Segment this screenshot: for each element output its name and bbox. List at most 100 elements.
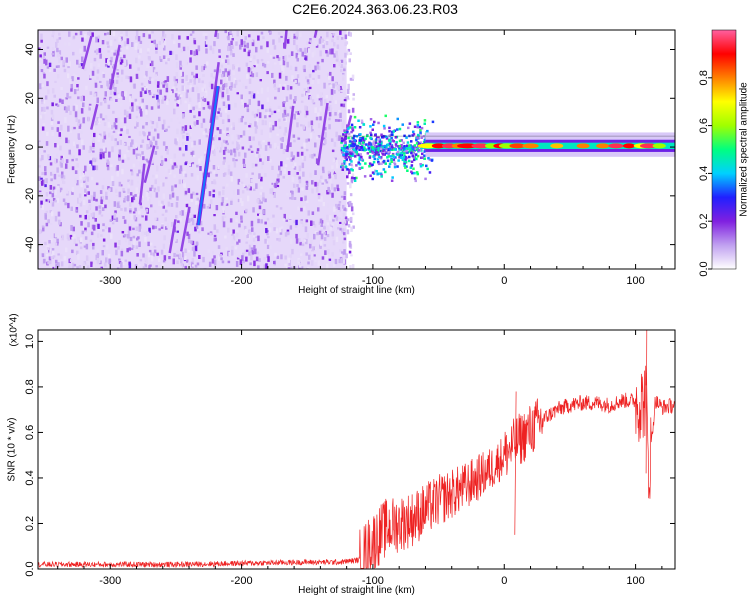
noise-speck bbox=[102, 74, 106, 78]
noise-speck bbox=[118, 49, 122, 52]
signal-cloud bbox=[401, 123, 404, 126]
noise-speck bbox=[164, 57, 168, 61]
noise-speck bbox=[156, 165, 159, 172]
noise-speck bbox=[316, 64, 320, 70]
noise-speck bbox=[137, 155, 140, 161]
noise-speck bbox=[320, 229, 323, 232]
noise-speck bbox=[239, 30, 242, 36]
noise-speck bbox=[107, 162, 110, 166]
noise-speck bbox=[117, 61, 120, 65]
noise-speck bbox=[41, 97, 44, 104]
noise-speck bbox=[176, 103, 179, 107]
noise-speck bbox=[163, 33, 167, 38]
noise-speck bbox=[74, 103, 77, 108]
noise-speck bbox=[299, 205, 302, 209]
noise-speck bbox=[305, 148, 309, 152]
noise-speck bbox=[38, 47, 41, 51]
noise-speck bbox=[83, 45, 86, 52]
noise-speck bbox=[84, 165, 87, 172]
noise-speck bbox=[148, 81, 152, 84]
noise-speck bbox=[141, 151, 144, 155]
noise-speck bbox=[42, 72, 46, 75]
noise-speck bbox=[251, 172, 254, 175]
noise-speck bbox=[166, 60, 170, 64]
noise-speck bbox=[250, 254, 253, 261]
noise-speck bbox=[222, 186, 225, 189]
noise-speck bbox=[342, 72, 345, 76]
signal-cloud bbox=[371, 151, 375, 154]
signal-cloud bbox=[380, 175, 383, 178]
noise-speck bbox=[78, 64, 81, 67]
noise-speck bbox=[42, 99, 46, 104]
noise-speck bbox=[54, 242, 58, 246]
noise-speck bbox=[332, 263, 336, 267]
signal-cloud bbox=[347, 136, 350, 140]
noise-speck bbox=[269, 71, 272, 77]
noise-speck bbox=[152, 96, 155, 99]
signal-cloud bbox=[414, 153, 418, 156]
noise-speck bbox=[344, 208, 348, 212]
signal-cloud bbox=[417, 134, 420, 137]
noise-speck bbox=[332, 216, 336, 220]
signal-cloud bbox=[425, 164, 428, 168]
noise-speck bbox=[46, 106, 49, 110]
noise-speck bbox=[288, 54, 291, 58]
noise-speck bbox=[327, 203, 330, 209]
noise-speck bbox=[241, 115, 244, 119]
noise-speck bbox=[327, 106, 330, 111]
steep-line bbox=[197, 85, 219, 226]
noise-speck bbox=[313, 223, 317, 228]
noise-speck bbox=[65, 163, 68, 169]
signal-cloud bbox=[408, 150, 411, 153]
signal-cloud bbox=[360, 158, 363, 161]
x-axis-label: Height of straight line (km) bbox=[298, 285, 415, 296]
noise-speck bbox=[290, 266, 293, 269]
signal-cloud bbox=[388, 130, 391, 133]
signal-cloud bbox=[383, 153, 386, 156]
noise-speck bbox=[42, 123, 46, 129]
noise-speck bbox=[56, 198, 59, 203]
noise-speck bbox=[138, 263, 141, 266]
noise-speck bbox=[148, 30, 151, 34]
noise-speck bbox=[278, 83, 282, 87]
noise-speck bbox=[343, 249, 346, 255]
noise-speck bbox=[139, 108, 142, 114]
noise-speck bbox=[47, 219, 50, 224]
noise-speck bbox=[279, 207, 283, 210]
noise-speck bbox=[51, 34, 54, 39]
noise-speck bbox=[302, 65, 305, 71]
noise-speck bbox=[180, 130, 184, 135]
band-core bbox=[425, 142, 675, 150]
noise-speck bbox=[66, 92, 69, 99]
noise-speck bbox=[145, 207, 148, 211]
noise-speck bbox=[325, 255, 328, 261]
noise-speck bbox=[280, 226, 284, 229]
noise-speck bbox=[235, 41, 238, 46]
noise-speck bbox=[106, 41, 109, 45]
noise-speck bbox=[257, 213, 260, 216]
noise-speck bbox=[213, 255, 216, 259]
noise-speck bbox=[182, 113, 185, 119]
noise-speck bbox=[314, 107, 317, 113]
noise-speck bbox=[175, 62, 179, 68]
noise-speck bbox=[69, 153, 72, 157]
noise-speck bbox=[297, 111, 300, 115]
noise-speck bbox=[189, 79, 192, 83]
noise-speck bbox=[184, 201, 188, 204]
noise-speck bbox=[348, 137, 351, 143]
noise-speck bbox=[343, 68, 346, 72]
signal-cloud bbox=[378, 143, 382, 147]
noise-speck bbox=[261, 161, 265, 165]
noise-speck bbox=[225, 197, 228, 200]
noise-speck bbox=[293, 36, 296, 39]
signal-cloud bbox=[349, 158, 352, 161]
y-tick-label: 0.8 bbox=[24, 379, 36, 394]
noise-speck bbox=[191, 162, 195, 165]
noise-speck bbox=[235, 261, 239, 267]
noise-speck bbox=[100, 266, 103, 269]
noise-speck bbox=[176, 260, 179, 265]
noise-speck bbox=[98, 210, 102, 214]
signal-cloud bbox=[412, 133, 416, 136]
noise-speck bbox=[255, 113, 258, 117]
noise-speck bbox=[278, 165, 281, 171]
